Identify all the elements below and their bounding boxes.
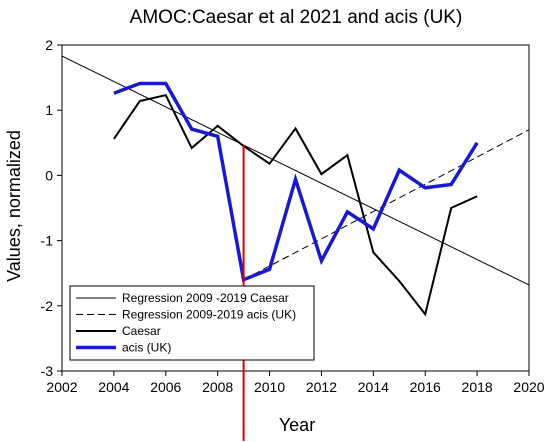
legend-entry-label: Caesar <box>122 324 161 338</box>
chart-title: AMOC:Caesar et al 2021 and acis (UK) <box>130 7 463 28</box>
x-tick-label: 2006 <box>150 379 181 395</box>
legend-entry-label: Regression 2009-2019 acis (UK) <box>122 308 296 322</box>
plot-area: 2002 2004 2006 2008 2010 2012 2014 2016 2018 2020… <box>41 37 545 441</box>
x-tick-label: 2016 <box>410 379 441 395</box>
plot-frame <box>61 44 530 372</box>
x-tick-label: 2012 <box>306 379 337 395</box>
y-tick-label: 0 <box>45 167 53 183</box>
y-tick-label: -3 <box>41 363 54 379</box>
x-tick-label: 2010 <box>254 379 285 395</box>
series-line-caesar <box>113 94 478 317</box>
legend-entry-label: Regression 2009 -2019 Caesar <box>122 291 289 305</box>
x-tick-label: 2002 <box>46 379 77 395</box>
x-axis-label: Year <box>279 415 315 435</box>
y-tick-label: 2 <box>45 37 53 53</box>
y-tick-label: -2 <box>41 298 54 314</box>
series-line-regression-2009-2019-caesar <box>62 55 529 286</box>
x-tick-label: 2020 <box>513 379 544 395</box>
x-tick-label: 2014 <box>358 379 389 395</box>
y-tick-label: -1 <box>41 233 54 249</box>
x-tick-label: 2008 <box>202 379 233 395</box>
series-line-acis-uk <box>113 81 479 283</box>
x-tick-label: 2018 <box>462 379 493 395</box>
y-axis-label: Values, normalized <box>4 130 24 282</box>
series-line-regression-2009-2019-acis-uk <box>243 129 529 281</box>
x-tick-label: 2004 <box>98 379 129 395</box>
legend-entry-label: acis (UK) <box>122 341 171 355</box>
y-tick-label: 1 <box>45 102 53 118</box>
